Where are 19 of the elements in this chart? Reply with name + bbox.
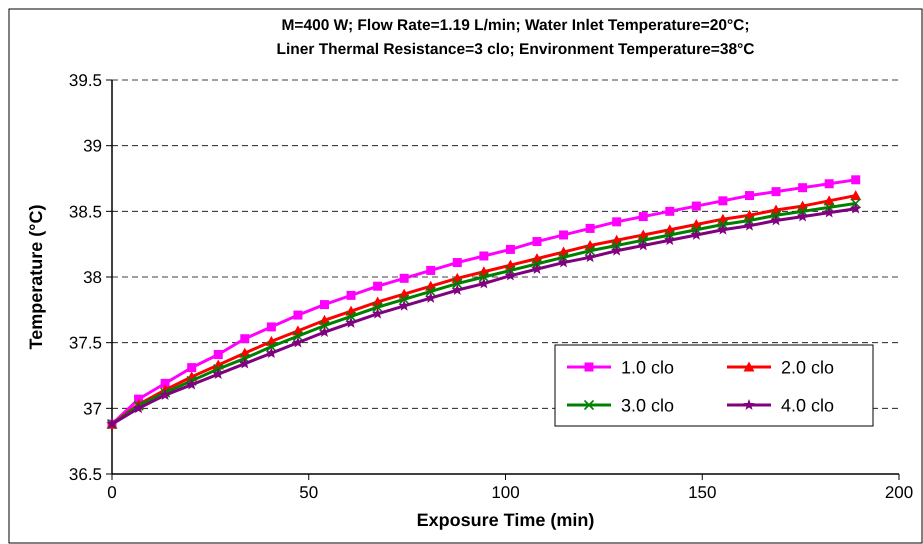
y-tick-label: 39.5 <box>68 70 102 90</box>
y-tick-label: 37.5 <box>68 334 102 353</box>
x-tick-label: 100 <box>491 483 520 502</box>
legend-label: 2.0 clo <box>781 357 834 378</box>
x-tick-label: 50 <box>299 483 318 502</box>
y-axis-title: Temperature (°C) <box>26 204 46 350</box>
chart-title: M=400 W; Flow Rate=1.19 L/min; Water Inlet Temperature=20°C; Liner Thermal Resistance=3 clo; Environment Temperature=38°C <box>276 17 754 58</box>
x-axis-title: Exposure Time (min) <box>416 510 594 530</box>
legend-label: 4.0 clo <box>781 395 834 416</box>
y-tick-label: 36.5 <box>68 464 102 484</box>
x-tick-label: 150 <box>688 483 716 502</box>
x-tick-label: 0 <box>107 483 117 502</box>
legend-label: 3.0 clo <box>621 395 674 416</box>
y-tick-label: 38.5 <box>68 202 102 222</box>
y-tick-label: 39 <box>83 136 102 156</box>
y-tick-label: 37 <box>83 399 102 418</box>
y-tick-label: 38 <box>83 268 102 287</box>
legend-label: 1.0 clo <box>621 357 674 378</box>
x-tick-label: 200 <box>884 483 914 502</box>
